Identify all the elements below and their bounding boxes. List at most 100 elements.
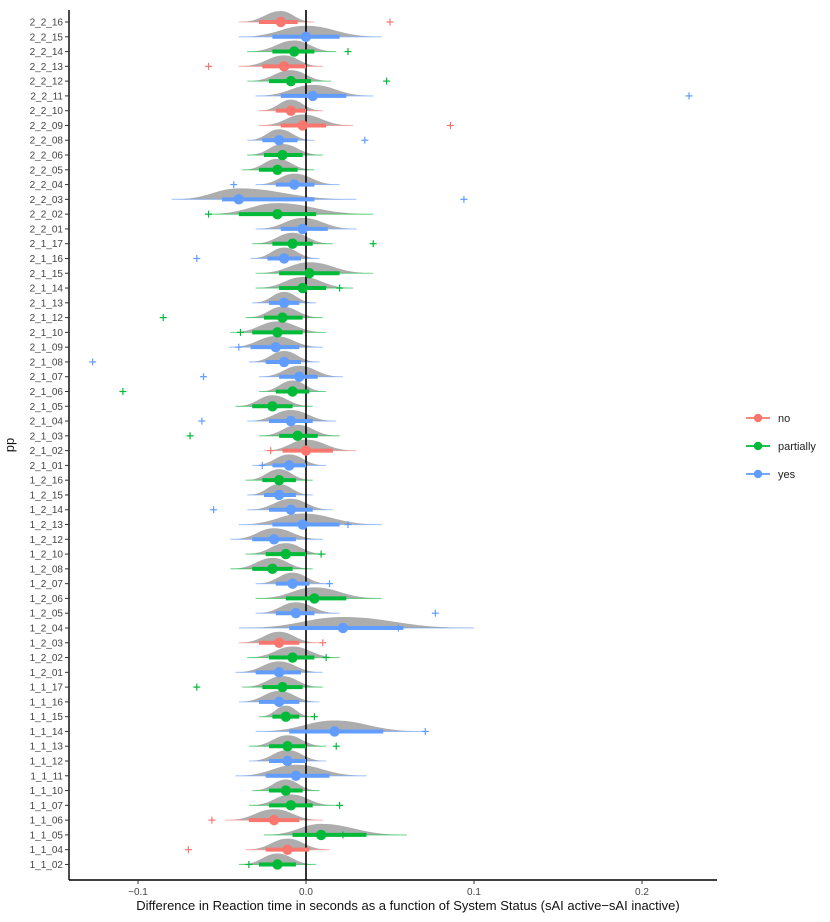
point-1_1_04: [282, 844, 293, 855]
point-2_2_04: [289, 179, 300, 190]
y-tick-label: 2_1_07: [30, 372, 64, 383]
density-2_1_03: [258, 424, 340, 436]
point-1_1_07: [285, 800, 297, 811]
density-1_2_05: [255, 602, 340, 614]
point-1_2_03: [273, 637, 285, 648]
density-2_1_10: [230, 321, 327, 333]
outlier-1_2_02: [322, 654, 330, 662]
outlier-2_2_12: [383, 77, 391, 85]
legend-item-no: no: [746, 413, 790, 425]
y-tick-label: 2_2_04: [30, 180, 64, 191]
y-tick-label: 2_1_13: [30, 298, 64, 309]
density-2_1_15: [255, 262, 374, 274]
y-tick-label: 2_1_04: [30, 417, 64, 428]
density-2_1_09: [228, 336, 323, 348]
point-2_2_11: [307, 90, 318, 102]
y-tick-label: 1_1_02: [30, 860, 64, 871]
point-estimate-layer: [233, 16, 349, 870]
outlier-2_1_12: [159, 314, 167, 322]
y-tick-label: 2_1_06: [30, 387, 64, 398]
legend-label: partially: [778, 441, 816, 453]
y-tick-label: 1_2_02: [30, 653, 64, 664]
y-tick-label: 2_1_10: [30, 328, 64, 339]
density-1_2_15: [247, 483, 313, 495]
point-1_1_11: [290, 770, 302, 781]
y-tick-label: 2_2_06: [30, 151, 64, 162]
density-2_2_08: [247, 129, 315, 141]
density-1_1_11: [235, 764, 367, 776]
density-1_1_04: [245, 838, 330, 850]
point-2_1_09: [270, 341, 281, 353]
outlier-2_2_09: [446, 121, 454, 129]
y-tick-label: 1_1_16: [30, 697, 64, 708]
y-tick-label: 1_2_06: [30, 594, 64, 605]
density-2_1_17: [252, 232, 333, 244]
y-tick-label: 1_2_13: [30, 520, 64, 531]
density-2_1_05: [235, 395, 313, 407]
y-tick-label: 2_2_14: [30, 47, 64, 58]
point-1_1_10: [280, 785, 292, 796]
density-1_1_15: [258, 705, 313, 717]
density-1_1_10: [252, 779, 320, 791]
density-2_2_10: [258, 99, 323, 111]
outlier-1_2_14: [210, 506, 218, 514]
point-1_1_17: [277, 681, 288, 693]
density-2_2_12: [247, 70, 332, 82]
density-1_1_02: [238, 853, 317, 865]
y-tick-label: 2_2_02: [30, 210, 64, 221]
legend-item-partially: partially: [746, 441, 816, 453]
point-2_2_10: [285, 105, 297, 116]
y-tick-label: 1_2_15: [30, 490, 64, 501]
y-tick-label: 2_1_05: [30, 402, 64, 413]
point-1_2_16: [273, 474, 285, 486]
y-tick-label: 1_1_14: [30, 727, 64, 738]
y-tick-label: 2_1_09: [30, 343, 64, 354]
outlier-2_2_16: [386, 18, 394, 26]
density-2_1_16: [250, 247, 320, 259]
point-2_1_12: [277, 312, 288, 323]
point-1_1_14: [329, 726, 340, 737]
legend: no partially yes: [746, 413, 816, 481]
density-1_2_01: [235, 661, 323, 673]
point-1_2_07: [287, 578, 298, 589]
y-tick-label: 2_2_12: [30, 77, 64, 88]
density-2_1_07: [258, 365, 343, 377]
outlier-1_1_06: [208, 816, 216, 824]
outlier-1_1_13: [332, 742, 340, 750]
x-tick-label: 0.1: [467, 887, 481, 898]
x-axis-ticks: −0.1 0.0 0.1 0.2: [128, 880, 649, 898]
density-2_2_13: [238, 55, 323, 67]
point-2_1_03: [292, 430, 303, 442]
density-1_1_14: [255, 720, 424, 732]
density-2_2_06: [247, 144, 323, 156]
outlier-1_1_04: [184, 846, 192, 854]
outlier-1_2_04: [394, 624, 402, 632]
outlier-1_1_15: [310, 713, 318, 721]
outlier-2_1_08: [89, 358, 97, 366]
outlier-1_1_17: [193, 683, 201, 691]
density-layer: [171, 11, 474, 865]
outlier-1_1_02: [245, 860, 253, 868]
y-tick-label: 2_2_05: [30, 165, 64, 176]
y-tick-label: 1_1_11: [30, 771, 63, 782]
density-2_1_06: [258, 380, 327, 392]
point-1_2_15: [273, 489, 285, 501]
outlier-2_1_16: [193, 254, 201, 262]
y-tick-label: 1_1_07: [30, 801, 64, 812]
y-tick-label: 1_1_12: [30, 757, 64, 768]
y-axis-title: pp: [2, 438, 17, 452]
density-1_1_12: [248, 750, 327, 761]
y-tick-label: 1_2_14: [30, 505, 64, 516]
density-1_2_07: [255, 572, 330, 584]
point-2_2_05: [272, 164, 283, 175]
outlier-1_1_07: [336, 801, 344, 809]
point-1_1_05: [315, 829, 327, 841]
outlier-1_2_05: [431, 609, 439, 617]
outlier-1_2_03: [319, 639, 327, 647]
outlier-2_1_06: [119, 388, 127, 395]
point-1_2_04: [337, 622, 349, 634]
outlier-2_1_14: [336, 284, 344, 292]
interval-95-layer: [171, 21, 474, 866]
point-2_1_06: [287, 386, 298, 397]
